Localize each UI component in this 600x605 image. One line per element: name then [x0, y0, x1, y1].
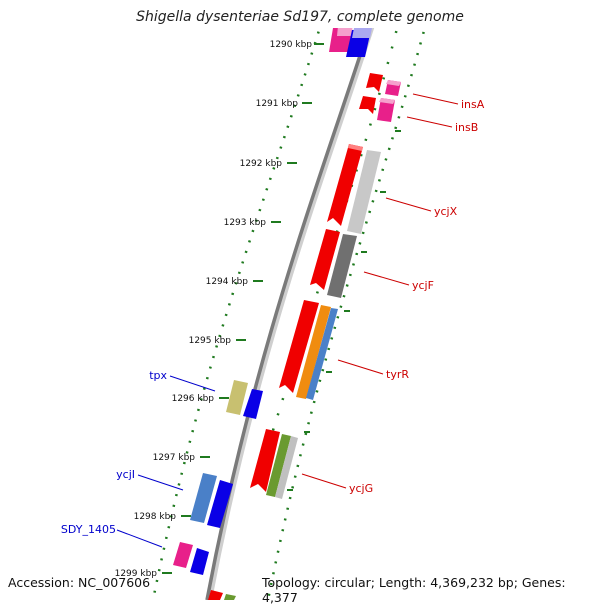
gene-arrow — [190, 473, 217, 523]
accession-text: Accession: NC_007606 — [8, 575, 151, 590]
tick-label: 1295 kbp — [189, 336, 232, 346]
tick-label: 1298 kbp — [134, 512, 177, 522]
gene-feature — [352, 28, 372, 38]
gene-arrow — [266, 434, 291, 497]
tick-labels: 1290 kbp 1291 kbp 1292 kbp 1293 kbp 1294… — [115, 40, 313, 579]
gene-arrow — [226, 380, 248, 415]
gene-arrow — [279, 300, 319, 393]
gene-ycjX[interactable] — [327, 144, 381, 234]
gene-feature — [337, 28, 353, 36]
gene-arrow — [327, 234, 357, 298]
genome-title: Shigella dysenteriae Sd197, complete gen… — [136, 9, 464, 25]
gene-tpx[interactable] — [226, 380, 263, 419]
gene-label-insB[interactable]: insB — [455, 121, 478, 134]
gene-arrow — [310, 229, 340, 290]
gene-arrow — [296, 305, 331, 399]
gene-arrow — [243, 389, 263, 419]
gene-ycjF[interactable] — [310, 229, 357, 298]
gene-arrow — [359, 96, 376, 114]
tick-label: 1290 kbp — [270, 40, 313, 50]
tick-marks — [162, 43, 401, 574]
gene-group-bottom[interactable] — [208, 590, 236, 600]
gene-label-ycjF[interactable]: ycjF — [412, 279, 434, 292]
gene-ycjI[interactable] — [190, 473, 233, 528]
gene-label-ycjI[interactable]: ycjI — [116, 468, 135, 481]
gene-label-ycjX[interactable]: ycjX — [434, 205, 458, 218]
right-leader-lines — [301, 93, 459, 489]
genome-summary-text: Topology: circular; Length: 4,369,232 bp… — [262, 575, 566, 605]
gene-arrow — [250, 429, 280, 492]
gene-arrow — [327, 144, 363, 226]
gene-arrow — [207, 480, 233, 528]
gene-arrow — [306, 308, 338, 400]
tick-label: 1293 kbp — [224, 218, 267, 228]
tick-label: 1297 kbp — [153, 453, 196, 463]
gene-arrow — [173, 542, 193, 568]
gene-arrow — [190, 548, 209, 575]
gene-label-tpx[interactable]: tpx — [149, 369, 167, 382]
tick-label: 1296 kbp — [172, 394, 215, 404]
gene-arrow — [347, 150, 381, 234]
gene-insB[interactable] — [359, 96, 395, 122]
gene-ycjG[interactable] — [250, 429, 298, 499]
gene-label-SDY_1405[interactable]: SDY_1405 — [61, 523, 116, 536]
gene-label-ycjG[interactable]: ycjG — [349, 482, 373, 495]
outer-left-rail — [151, 28, 321, 600]
gene-label-tyrR[interactable]: tyrR — [386, 368, 409, 381]
backbone-shadow — [206, 28, 375, 600]
left-gene-labels: tpx ycjI SDY_1405 — [61, 369, 168, 536]
gene-arrow — [366, 73, 383, 92]
gene-highlight — [348, 144, 363, 151]
right-gene-labels: insA insB ycjX ycjF tyrR ycjG — [349, 98, 485, 495]
gene-label-insA[interactable]: insA — [461, 98, 485, 111]
gene-arrow — [377, 98, 395, 122]
left-leader-lines — [116, 375, 216, 548]
tick-label: 1294 kbp — [206, 277, 249, 287]
gene-insA[interactable] — [366, 73, 401, 96]
tick-label: 1291 kbp — [256, 99, 299, 109]
gene-group-top[interactable] — [329, 16, 374, 57]
tick-label: 1299 kbp — [115, 569, 158, 579]
tick-label: 1292 kbp — [240, 159, 283, 169]
gene-highlight — [386, 80, 401, 86]
gene-tyrR[interactable] — [279, 300, 338, 400]
gene-SDY_1405[interactable] — [173, 542, 209, 575]
gene-arrow — [224, 594, 236, 600]
gene-arrow — [208, 590, 223, 600]
gene-arrow — [275, 436, 298, 499]
gene-highlight — [379, 98, 395, 104]
